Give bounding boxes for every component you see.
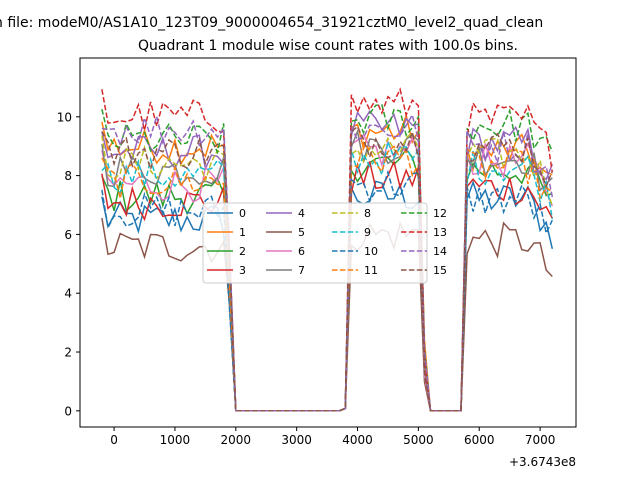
x-tick-label: 7000 bbox=[525, 433, 556, 447]
axes-frame bbox=[79, 57, 577, 428]
legend-label-13: 13 bbox=[433, 226, 447, 239]
x-tick-label: 3000 bbox=[281, 433, 312, 447]
legend-label-15: 15 bbox=[433, 264, 447, 277]
legend-label-10: 10 bbox=[364, 245, 378, 258]
legend-label-7: 7 bbox=[298, 264, 305, 277]
legend-label-11: 11 bbox=[364, 264, 378, 277]
x-tick-label: 1000 bbox=[160, 433, 191, 447]
y-axis: 0 2 4 6 8 10 bbox=[57, 110, 80, 418]
legend-label-8: 8 bbox=[364, 207, 371, 220]
y-tick-label: 4 bbox=[64, 287, 72, 301]
legend-frame bbox=[202, 202, 428, 284]
x-axis-offset-label: +3.6743e8 bbox=[509, 455, 576, 469]
legend-label-6: 6 bbox=[298, 245, 305, 258]
legend-label-1: 1 bbox=[239, 226, 246, 239]
plot-area bbox=[101, 87, 554, 412]
legend-label-5: 5 bbox=[298, 226, 305, 239]
x-tick-label: 0 bbox=[110, 433, 118, 447]
x-tick-label: 2000 bbox=[221, 433, 252, 447]
y-tick-label: 2 bbox=[64, 346, 72, 360]
series-line-10 bbox=[101, 169, 553, 412]
legend-label-4: 4 bbox=[298, 207, 305, 220]
x-tick-label: 5000 bbox=[403, 433, 434, 447]
legend-label-9: 9 bbox=[364, 226, 371, 239]
y-tick-label: 0 bbox=[64, 404, 72, 418]
legend-label-2: 2 bbox=[239, 245, 246, 258]
legend-label-3: 3 bbox=[239, 264, 246, 277]
y-tick-label: 8 bbox=[64, 169, 72, 183]
y-tick-label: 6 bbox=[64, 228, 72, 242]
y-tick-label: 10 bbox=[57, 110, 72, 124]
series-line-15 bbox=[101, 125, 553, 412]
x-tick-label: 6000 bbox=[464, 433, 495, 447]
x-tick-label: 4000 bbox=[342, 433, 373, 447]
chart-title: Quadrant 1 module wise count rates with … bbox=[138, 38, 518, 54]
legend-label-12: 12 bbox=[433, 207, 447, 220]
figure-suptitle: n file: modeM0/AS1A10_123T09_9000004654_… bbox=[0, 15, 543, 31]
x-axis: 0 1000 2000 3000 4000 5000 6000 7000 bbox=[110, 427, 555, 447]
legend-label-14: 14 bbox=[433, 245, 447, 258]
legend-label-0: 0 bbox=[239, 207, 246, 220]
